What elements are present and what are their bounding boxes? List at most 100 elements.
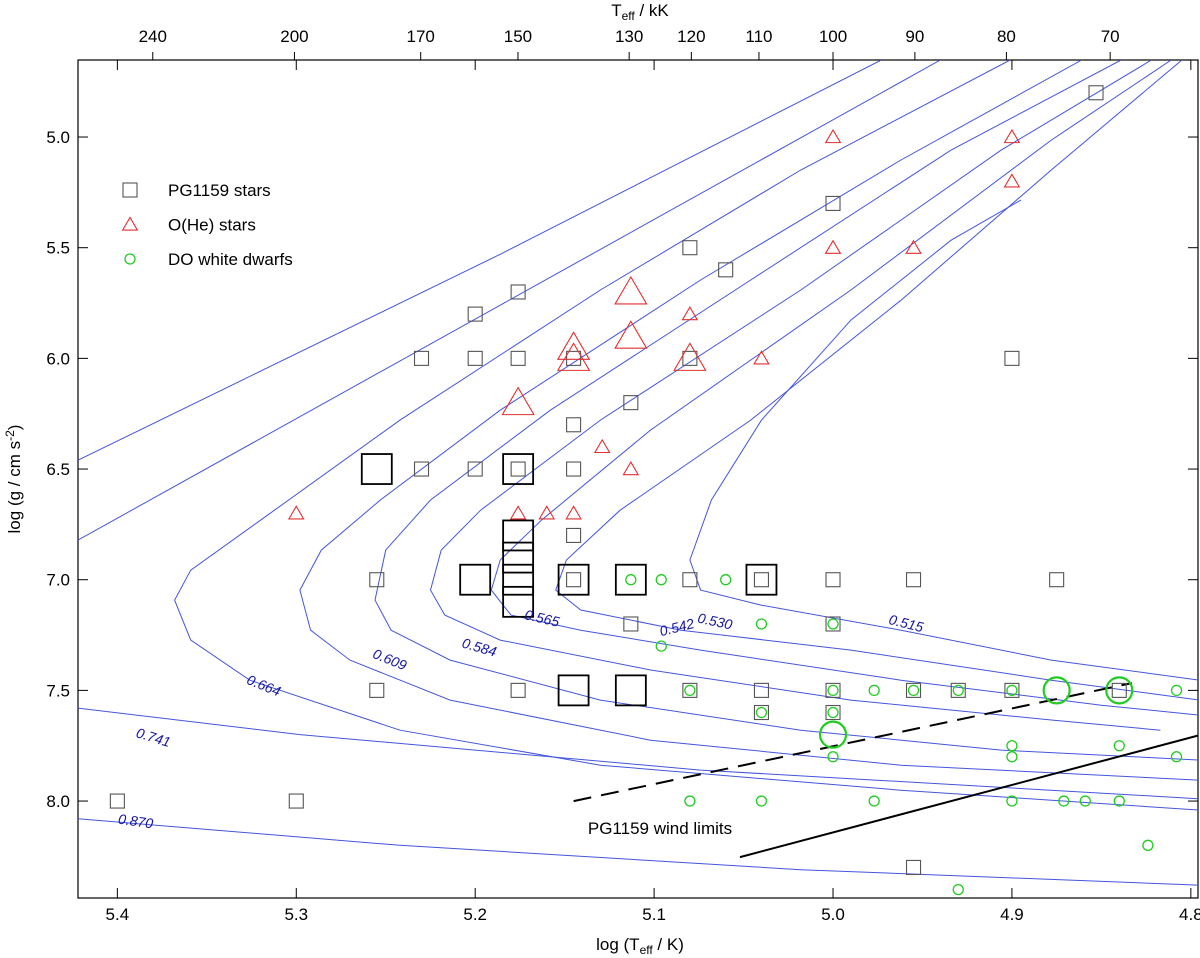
square-marker	[753, 704, 770, 721]
circle-marker	[1113, 795, 1125, 807]
triangle-marker	[905, 239, 922, 254]
square-marker	[614, 563, 647, 596]
square-marker	[1004, 350, 1020, 366]
square-marker	[1088, 85, 1104, 101]
y-tick-label: 5.0	[46, 128, 70, 147]
x2-tick-label: 240	[139, 27, 167, 46]
x-tick-label: 5.2	[463, 905, 487, 924]
circle-marker	[625, 574, 637, 586]
label-part: -2	[3, 430, 17, 441]
track-label: 0.584	[460, 635, 498, 660]
circle-marker	[1079, 795, 1091, 807]
square-marker	[623, 616, 639, 632]
x-tick-label: 5.4	[106, 905, 130, 924]
y-label: log (g / cm s-2)	[3, 425, 24, 534]
square-marker	[950, 682, 966, 698]
y-tick-label: 7.5	[46, 681, 70, 700]
square-marker	[510, 461, 526, 477]
plot-frame	[77, 59, 1199, 899]
circle-marker	[827, 706, 839, 719]
y-tick-label: 6.5	[46, 460, 70, 479]
label-part: eff	[640, 943, 654, 957]
track-label: 0.870	[117, 811, 154, 832]
legend-label: DO white dwarfs	[168, 250, 293, 269]
label-part: / K)	[653, 935, 684, 954]
square-marker	[566, 417, 582, 433]
triangle-marker	[1003, 173, 1021, 188]
legend-label: PG1159 stars	[168, 181, 271, 200]
circle-marker	[1058, 795, 1070, 807]
square-marker	[682, 240, 698, 256]
track-line	[429, 60, 1161, 731]
triangle-marker	[565, 505, 582, 520]
triangle-marker	[593, 438, 611, 454]
square-marker	[682, 572, 698, 588]
x-tick-label: 5.0	[821, 905, 845, 924]
wind-limit-line	[739, 734, 1198, 859]
x2-tick-label: 130	[615, 27, 643, 46]
label-part: eff	[622, 9, 636, 23]
square-marker	[682, 682, 698, 698]
circle-marker	[1142, 839, 1154, 851]
triangle-marker	[673, 342, 707, 371]
circle-marker	[1006, 795, 1018, 807]
triangle-marker	[614, 320, 648, 349]
square-marker	[369, 572, 385, 588]
square-marker	[745, 563, 778, 596]
x2-tick-label: 70	[1101, 27, 1120, 46]
square-marker	[467, 306, 483, 322]
square-marker	[905, 572, 922, 588]
x-tick-label: 5.1	[642, 905, 666, 924]
square-marker	[1111, 682, 1127, 698]
y-tick-label: 5.5	[46, 239, 70, 258]
circle-marker	[952, 684, 964, 697]
square-marker	[557, 563, 590, 596]
circle-marker	[1170, 751, 1183, 763]
circle-marker	[655, 574, 667, 586]
legend-label: O(He) stars	[168, 216, 256, 235]
square-marker	[825, 704, 841, 721]
circle-marker	[818, 720, 848, 749]
square-marker	[623, 395, 639, 411]
square-marker	[502, 541, 535, 574]
circle-marker	[1006, 684, 1018, 697]
x-tick-label: 4.8	[1179, 905, 1200, 924]
track-label: 0.530	[696, 610, 734, 633]
circle-marker	[655, 640, 667, 652]
square-marker	[825, 682, 841, 698]
circle-marker	[755, 706, 768, 719]
square-marker	[1004, 682, 1020, 698]
triangle-marker	[1003, 128, 1021, 144]
x2-tick-label: 90	[905, 27, 924, 46]
track-line	[490, 60, 1198, 716]
circle-marker	[720, 574, 732, 586]
legend-marker	[121, 216, 139, 231]
x-label: log (Teff / K)	[596, 935, 684, 957]
circle-marker	[1113, 740, 1125, 752]
square-marker	[467, 350, 483, 366]
square-marker	[369, 682, 385, 698]
track-label: 0.741	[134, 724, 172, 750]
label-part: / kK	[635, 1, 670, 20]
square-marker	[459, 563, 492, 596]
circle-marker	[1105, 676, 1134, 705]
circle-marker	[755, 795, 768, 807]
x2-tick-label: 150	[504, 27, 532, 46]
x-tick-label: 5.3	[284, 905, 308, 924]
track-line	[374, 60, 1198, 761]
circle-marker	[827, 618, 839, 630]
track-line	[555, 60, 1198, 701]
square-marker	[502, 563, 535, 596]
circle-marker	[1042, 676, 1071, 705]
track-label: 0.542	[658, 615, 696, 639]
square-marker	[566, 461, 582, 477]
triangle-marker	[501, 386, 535, 416]
square-marker	[718, 262, 734, 278]
square-marker	[682, 350, 698, 366]
circle-marker	[868, 795, 880, 807]
x2-label: Teff / kK	[611, 1, 669, 23]
track-line	[299, 60, 1198, 781]
triangle-marker	[614, 275, 648, 305]
square-marker	[825, 572, 841, 588]
